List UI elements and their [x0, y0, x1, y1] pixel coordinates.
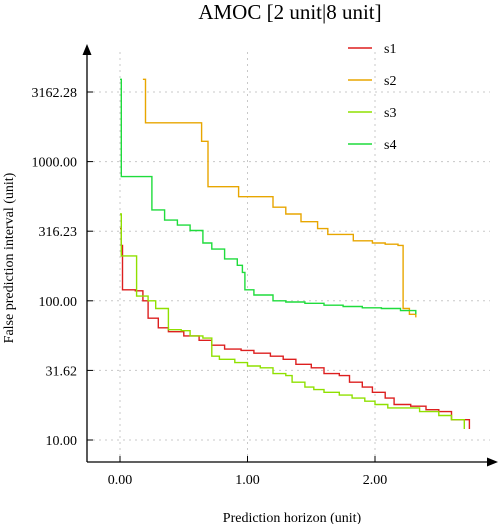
- y-axis-label: False prediction interval (unit): [2, 172, 17, 343]
- x-tick-label: 0.00: [108, 473, 133, 488]
- series-layer: [120, 78, 471, 429]
- series-line-s3: [120, 213, 465, 429]
- legend-label-s3: s3: [384, 106, 396, 121]
- legend-label-s1: s1: [384, 42, 396, 57]
- ticks-layer: 0.00 1.00 2.00 10.00 31.62 100.00 316.23 1000.0…: [32, 86, 388, 488]
- y-tick-label: 10.00: [46, 434, 78, 449]
- x-axis-label: Prediction horizon (unit): [223, 511, 362, 524]
- x-tick-label: 1.00: [235, 473, 260, 488]
- y-axis-arrow: [82, 44, 92, 55]
- y-tick-label: 316.23: [39, 225, 78, 240]
- y-tick-label: 31.62: [46, 364, 78, 379]
- x-tick-label: 2.00: [363, 473, 388, 488]
- legend-label-s2: s2: [384, 74, 396, 89]
- series-line-s1: [120, 227, 471, 429]
- y-tick-label: 1000.00: [32, 156, 78, 171]
- chart-title: AMOC [2 unit|8 unit]: [198, 0, 381, 24]
- series-line-s4: [120, 78, 417, 315]
- legend: s1 s2 s3 s4: [348, 42, 396, 153]
- grid-layer: [87, 52, 490, 462]
- legend-label-s4: s4: [384, 138, 396, 153]
- series-line-s2: [142, 78, 417, 318]
- x-axis-arrow: [487, 457, 498, 467]
- y-tick-label: 100.00: [39, 295, 78, 310]
- axes-layer: [82, 44, 498, 467]
- y-tick-label: 3162.28: [32, 86, 78, 101]
